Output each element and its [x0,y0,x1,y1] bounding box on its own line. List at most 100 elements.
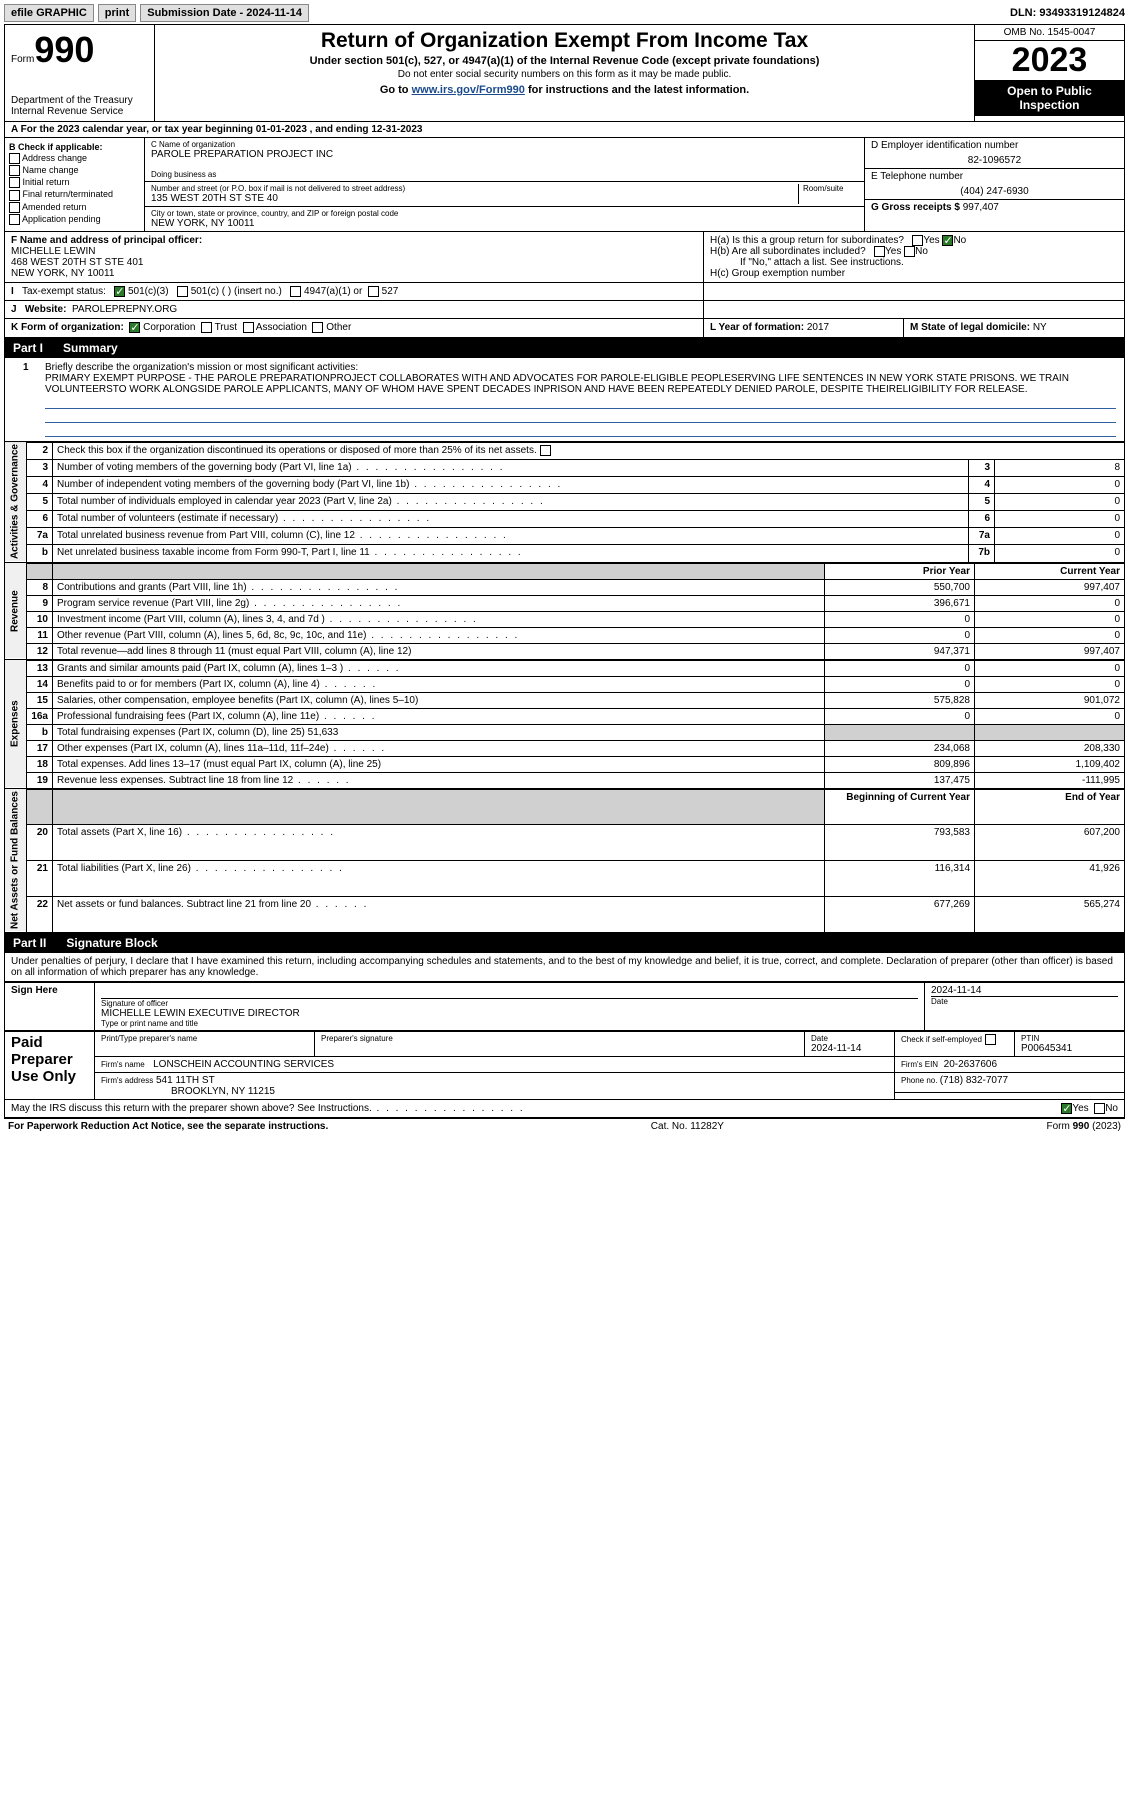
ha-label: H(a) Is this a group return for subordin… [710,235,1118,246]
box-h-spacer [704,283,1124,300]
rev-row: 12Total revenue—add lines 8 through 11 (… [5,643,1125,659]
row-i: I Tax-exempt status: 501(c)(3) 501(c) ( … [4,283,1125,301]
gross-cell: G Gross receipts $ 997,407 [865,200,1124,215]
phone-value: (404) 247-6930 [871,186,1118,197]
rev-curr: 0 [975,611,1125,627]
header-center: Return of Organization Exempt From Incom… [155,25,974,121]
box-d-e-g: D Employer identification number 82-1096… [864,138,1124,231]
row-f-h: F Name and address of principal officer:… [4,232,1125,283]
gov-label: Total number of individuals employed in … [53,494,969,511]
gov-label: Total number of volunteers (estimate if … [53,511,969,528]
gov-val: 0 [995,476,1125,493]
rev-prior: 396,671 [825,595,975,611]
501c3: 501(c)(3) [128,286,169,297]
rev-prior: 0 [825,611,975,627]
hc-label: H(c) Group exemption number [710,268,1118,279]
rev-row: 11Other revenue (Part VIII, column (A), … [5,627,1125,643]
discuss-row: May the IRS discuss this return with the… [4,1100,1125,1118]
527: 527 [382,286,399,297]
tax-exempt-label: Tax-exempt status: [22,286,106,297]
mission-num: 1 [23,362,29,373]
sign-here-label: Sign Here [5,982,95,1030]
exp-curr: 1,109,402 [975,756,1125,772]
name-label: C Name of organization [151,140,858,149]
na-row: 22Net assets or fund balances. Subtract … [5,896,1125,932]
prep-date-cell: Date2024-11-14 [805,1031,895,1056]
4947a1: 4947(a)(1) or [304,286,362,297]
exp-prior: 575,828 [825,692,975,708]
rev-curr: 0 [975,627,1125,643]
box-h: H(a) Is this a group return for subordin… [704,232,1124,282]
governance-table: Activities & Governance 2 Check this box… [4,442,1125,563]
date-label: Date [931,996,1118,1006]
room-label: Room/suite [798,184,858,204]
topbar: efile GRAPHIC print Submission Date - 20… [4,4,1125,22]
opt-initial-return: Initial return [9,177,140,188]
exp-prior: 0 [825,676,975,692]
na-row: 21Total liabilities (Part X, line 26)116… [5,861,1125,897]
exp-prior: 0 [825,660,975,676]
na-curr: 607,200 [975,825,1125,861]
dln-value: 93493319124824 [1039,7,1125,19]
na-curr: 565,274 [975,896,1125,932]
expenses-sidelabel: Expenses [5,660,27,788]
gov-label: Total unrelated business revenue from Pa… [53,528,969,545]
addr-label: Number and street (or P.O. box if mail i… [151,184,798,193]
box-m: M State of legal domicile: NY [904,319,1124,336]
exp-row: 15Salaries, other compensation, employee… [5,692,1125,708]
exp-label: Total expenses. Add lines 13–17 (must eq… [53,756,825,772]
officer-name-title: MICHELLE LEWIN EXECUTIVE DIRECTOR [101,1008,918,1019]
mission-label: Briefly describe the organization's miss… [45,362,1116,373]
line2-label: Check this box if the organization disco… [53,442,1125,459]
rev-row: 10Investment income (Part VIII, column (… [5,611,1125,627]
rev-curr: 997,407 [975,579,1125,595]
m-label: M State of legal domicile: [910,322,1033,333]
exp-row: 17Other expenses (Part IX, column (A), l… [5,740,1125,756]
rev-row: 9Program service revenue (Part VIII, lin… [5,595,1125,611]
sig-date-cell: 2024-11-14 Date [925,982,1125,1030]
exp-row: Expenses 13Grants and similar amounts pa… [5,660,1125,676]
exp-label: Professional fundraising fees (Part IX, … [53,708,825,724]
discuss-label: May the IRS discuss this return with the… [11,1103,525,1114]
gov-val: 0 [995,494,1125,511]
opt-app-pending: Application pending [9,214,140,225]
rev-label: Total revenue—add lines 8 through 11 (mu… [53,643,825,659]
opt-amended: Amended return [9,202,140,213]
exp-prior: 0 [825,708,975,724]
na-prior: 793,583 [825,825,975,861]
exp-shaded [825,724,975,740]
city-label: City or town, state or province, country… [151,209,858,218]
netassets-sidelabel: Net Assets or Fund Balances [5,789,27,932]
tax-year: 2023 [975,41,1124,80]
efile-badge: efile GRAPHIC [4,4,94,22]
discuss-answer: Yes No [1061,1103,1118,1114]
rev-label: Contributions and grants (Part VIII, lin… [53,579,825,595]
f-label: F Name and address of principal officer: [11,235,697,246]
k-assoc: Association [256,323,307,334]
subdate-value: 2024-11-14 [246,7,302,19]
na-row: 20Total assets (Part X, line 16)793,5836… [5,825,1125,861]
gov-row: 7aTotal unrelated business revenue from … [5,528,1125,545]
header-right: OMB No. 1545-0047 2023 Open to Public In… [974,25,1124,121]
mission-box: 1 Briefly describe the organization's mi… [4,358,1125,442]
na-prior: 116,314 [825,861,975,897]
rev-prior: 947,371 [825,643,975,659]
current-year-header: Current Year [975,563,1125,579]
exp-curr: -111,995 [975,772,1125,788]
exp-curr: 0 [975,708,1125,724]
ein-value: 82-1096572 [871,155,1118,166]
rev-label: Program service revenue (Part VIII, line… [53,595,825,611]
officer-addr1: 468 WEST 20TH ST STE 401 [11,257,697,268]
revenue-table: Revenue Prior Year Current Year 8Contrib… [4,563,1125,660]
gov-row: bNet unrelated business taxable income f… [5,545,1125,562]
gov-label: Number of voting members of the governin… [53,459,969,476]
header-sub2: Do not enter social security numbers on … [163,69,966,80]
gov-label: Number of independent voting members of … [53,476,969,493]
instructions-link[interactable]: www.irs.gov/Form990 [412,84,525,96]
firm-name-cell: Firm's name LONSCHEIN ACCOUNTING SERVICE… [95,1056,895,1072]
rev-curr: 0 [975,595,1125,611]
hb-note: If "No," attach a list. See instructions… [710,257,1118,268]
print-button[interactable]: print [98,4,136,22]
exp-row: 18Total expenses. Add lines 13–17 (must … [5,756,1125,772]
exp-row: 16aProfessional fundraising fees (Part I… [5,708,1125,724]
